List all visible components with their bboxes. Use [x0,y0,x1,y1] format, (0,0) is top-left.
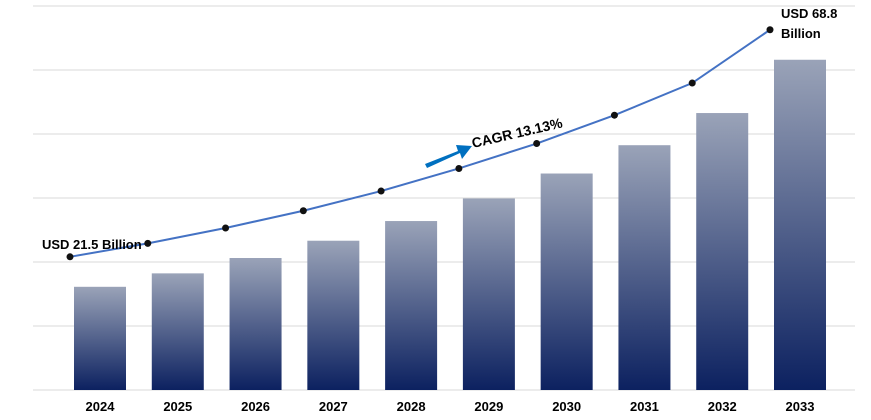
x-tick-label: 2033 [786,399,815,414]
trend-line [69,28,771,258]
trend-point-2025 [144,239,152,247]
x-tick-label: 2027 [319,399,348,414]
bar-2028 [385,221,438,390]
trend-point-2033 [766,26,774,34]
x-tick-label: 2025 [163,399,192,414]
trend-point-2026 [222,224,230,232]
x-tick-label: 2024 [86,399,116,414]
trend-point-2027 [299,207,307,215]
bar-2024 [74,286,126,390]
bar-2025 [151,273,204,390]
start-value-annotation: USD 21.5 Billion [42,237,142,252]
trend-point-2024 [66,253,74,261]
trend-point-2028 [377,187,385,195]
trend-point-2031 [610,111,618,119]
bar-2029 [462,198,515,390]
bar-2027 [307,240,360,390]
cagr-arrow-icon [425,145,472,168]
end-value-annotation-line2: Billion [781,26,821,41]
trend-point-2029 [455,164,463,172]
x-tick-label: 2029 [474,399,503,414]
bar-2032 [696,113,749,390]
end-value-annotation-line1: USD 68.8 [781,6,837,21]
x-tick-label: 2030 [552,399,581,414]
x-tick-label: 2026 [241,399,270,414]
bar-2031 [618,145,671,390]
bar-2030 [540,173,593,390]
x-tick-label: 2028 [397,399,426,414]
trend-point-2030 [533,140,541,148]
trend-point-2032 [688,79,696,87]
bar-2026 [229,258,282,390]
bar-2033 [774,59,826,390]
cagr-annotation: CAGR 13.13% [470,114,564,151]
x-tick-label: 2031 [630,399,659,414]
x-tick-label: 2032 [708,399,737,414]
